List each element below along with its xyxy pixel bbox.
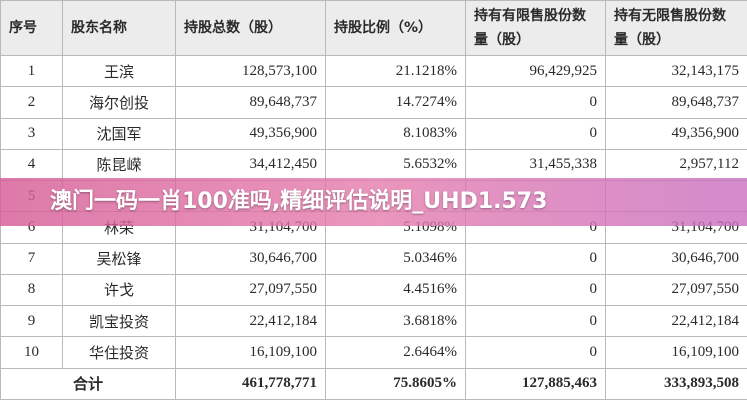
table-row: 7 吴松锋 30,646,700 5.0346% 0 30,646,700 [0, 242, 747, 275]
table-cell: 89,648,737 [605, 86, 747, 119]
table-cell: 吴松锋 [62, 242, 176, 275]
table-cell: 0 [465, 305, 606, 338]
table-cell: 0 [465, 86, 606, 119]
table-row: 8 许戈 27,097,550 4.4516% 0 27,097,550 [0, 273, 747, 307]
table-cell: 4 [0, 148, 63, 182]
table-cell: 30,646,700 [605, 242, 747, 275]
table-cell: 4.4516% [325, 273, 466, 307]
header-cell: 持有有限售股份数量（股） [465, 0, 606, 56]
table-cell: 96,429,925 [465, 54, 606, 88]
total-cell: 461,778,771 [175, 367, 326, 400]
table-cell: 32,143,175 [605, 54, 747, 88]
total-row: 合计 461,778,771 75.8605% 127,885,463 333,893,… [0, 367, 747, 400]
table-cell: 7 [0, 242, 63, 275]
table-cell: 5.0346% [325, 242, 466, 275]
table-cell: 凯宝投资 [62, 305, 176, 338]
overlay-banner: 澳门一码一肖100准吗,精细评估说明_UHD1.573 [0, 178, 747, 226]
table-cell: 沈国军 [62, 117, 176, 150]
table-cell: 89,648,737 [175, 86, 326, 119]
table-cell: 31,455,338 [465, 148, 606, 182]
table-row: 4 陈昆嵘 34,412,450 5.6532% 31,455,338 2,957,112 [0, 148, 747, 182]
header-cell: 持股总数（股） [175, 0, 326, 56]
table-cell: 27,097,550 [605, 273, 747, 307]
header-cell: 序号 [0, 0, 63, 56]
table-row: 9 凯宝投资 22,412,184 3.6818% 0 22,412,184 [0, 305, 747, 338]
table-cell: 9 [0, 305, 63, 338]
table-cell: 1 [0, 54, 63, 88]
table-cell: 2.6464% [325, 336, 466, 369]
table-cell: 22,412,184 [605, 305, 747, 338]
table-cell: 10 [0, 336, 63, 369]
header-cell: 持股比例（%） [325, 0, 466, 56]
table-row: 2 海尔创投 89,648,737 14.7274% 0 89,648,737 [0, 86, 747, 119]
table-cell: 30,646,700 [175, 242, 326, 275]
table-cell: 海尔创投 [62, 86, 176, 119]
table-cell: 8 [0, 273, 63, 307]
table-cell: 21.1218% [325, 54, 466, 88]
table-cell: 0 [465, 273, 606, 307]
table-cell: 14.7274% [325, 86, 466, 119]
table-cell: 0 [465, 336, 606, 369]
table-cell: 27,097,550 [175, 273, 326, 307]
table-cell: 2 [0, 86, 63, 119]
header-cell: 股东名称 [62, 0, 176, 56]
table-cell: 16,109,100 [175, 336, 326, 369]
table-cell: 128,573,100 [175, 54, 326, 88]
table-cell: 5.6532% [325, 148, 466, 182]
table-cell: 许戈 [62, 273, 176, 307]
table-cell: 华住投资 [62, 336, 176, 369]
table-row: 1 王滨 128,573,100 21.1218% 96,429,925 32,143,1… [0, 54, 747, 88]
table-body: 1 王滨 128,573,100 21.1218% 96,429,925 32,143,1… [0, 54, 747, 400]
table-cell: 49,356,900 [605, 117, 747, 150]
table-cell: 0 [465, 117, 606, 150]
total-cell: 75.8605% [325, 367, 466, 400]
table-cell: 16,109,100 [605, 336, 747, 369]
total-cell: 333,893,508 [605, 367, 747, 400]
table-cell: 王滨 [62, 54, 176, 88]
table-cell: 3.6818% [325, 305, 466, 338]
table-cell: 34,412,450 [175, 148, 326, 182]
table-cell: 3 [0, 117, 63, 150]
table-cell: 0 [465, 242, 606, 275]
total-label: 合计 [0, 367, 176, 400]
table-cell: 49,356,900 [175, 117, 326, 150]
header-cell: 持有无限售股份数量（股） [605, 0, 747, 56]
table-cell: 22,412,184 [175, 305, 326, 338]
table-cell: 陈昆嵘 [62, 148, 176, 182]
header-row: 序号 股东名称 持股总数（股） 持股比例（%） 持有有限售股份数量（股） 持有无限售股份数… [0, 0, 747, 56]
table-row: 10 华住投资 16,109,100 2.6464% 0 16,109,100 [0, 336, 747, 369]
table-cell: 2,957,112 [605, 148, 747, 182]
total-cell: 127,885,463 [465, 367, 606, 400]
table-cell: 8.1083% [325, 117, 466, 150]
table-row: 3 沈国军 49,356,900 8.1083% 0 49,356,900 [0, 117, 747, 150]
